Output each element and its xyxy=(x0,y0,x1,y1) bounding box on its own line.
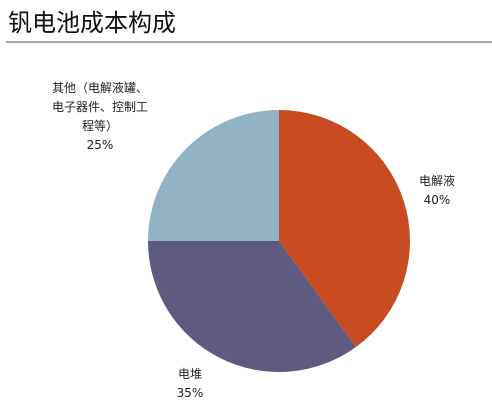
pie-slice xyxy=(279,110,410,347)
chart-title: 钒电池成本构成 xyxy=(8,9,176,37)
slice-label: 电堆 xyxy=(178,367,202,381)
slice-label: 电解液 xyxy=(419,173,455,188)
slice-value-label: 35% xyxy=(177,386,204,400)
slice-value-label: 25% xyxy=(87,138,114,152)
pie-slice xyxy=(148,110,279,241)
slice-value-label: 40% xyxy=(424,193,451,207)
pie-slice xyxy=(148,241,356,372)
slice-label: 其他（电解液罐、电子器件、控制工程等） xyxy=(52,80,148,133)
